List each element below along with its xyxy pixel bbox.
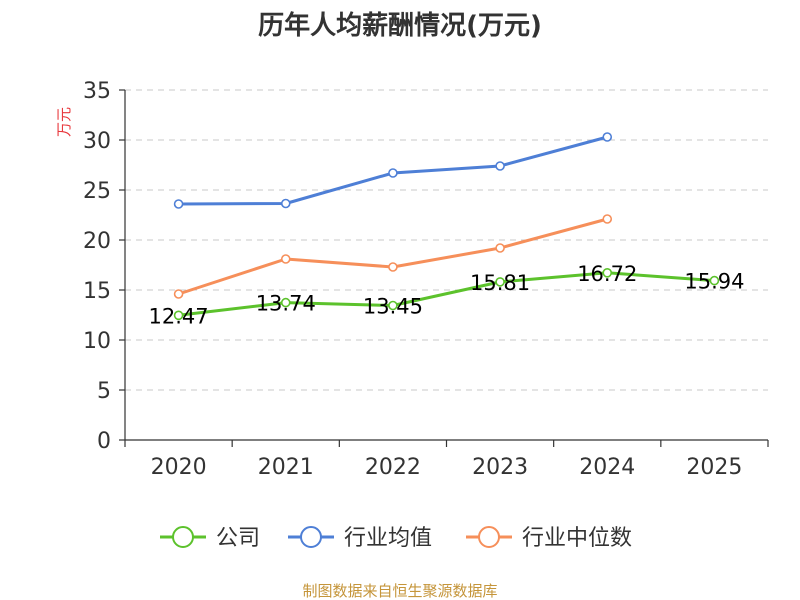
series-point (602, 214, 613, 224)
legend-label: 行业中位数 (522, 526, 632, 551)
series-point (173, 310, 184, 321)
y-tick-label: 15 (83, 279, 111, 304)
x-tick-label: 2021 (258, 455, 314, 480)
series-point (388, 168, 398, 178)
series-1 (173, 132, 613, 209)
legend-marker (478, 526, 500, 548)
series-0 (173, 267, 720, 321)
legend-item: 行业中位数 (466, 526, 632, 551)
data-label: 16.72 (577, 262, 637, 286)
legend: 公司 行业均值 行业中位数 (160, 526, 632, 551)
legend-item: 公司 (160, 526, 260, 551)
series-point (602, 132, 613, 142)
series-point (495, 243, 505, 253)
series-point (495, 277, 505, 287)
y-tick-label: 0 (97, 429, 111, 454)
x-tick-label: 2020 (151, 455, 207, 480)
series-point (495, 161, 505, 171)
data-label: 12.47 (149, 304, 209, 328)
series-layer (173, 132, 720, 321)
legend-label: 行业均值 (344, 526, 432, 551)
y-tick-label: 35 (83, 79, 111, 104)
x-tick-label: 2022 (365, 455, 421, 480)
series-point (709, 275, 720, 286)
series-point (388, 300, 398, 311)
series-point (280, 198, 291, 209)
data-label: 13.45 (363, 295, 423, 319)
series-point (173, 289, 184, 299)
x-tick-label: 2024 (579, 455, 635, 480)
source-note: 制图数据来自恒生聚源数据库 (302, 582, 497, 600)
series-point (173, 199, 184, 209)
x-tick-label: 2025 (686, 455, 742, 480)
series-line (178, 271, 715, 317)
series-point (388, 262, 398, 272)
data-label: 15.94 (684, 270, 744, 294)
y-tick-label: 10 (83, 329, 111, 354)
y-tick-label: 30 (83, 129, 111, 154)
legend-marker (172, 526, 194, 548)
series-line (178, 217, 608, 296)
data-label: 13.74 (256, 292, 316, 316)
chart-title: 历年人均薪酬情况(万元) (258, 10, 542, 41)
y-axis-unit-label: 万元 (55, 107, 73, 137)
series-point (280, 254, 291, 264)
legend-item: 行业均值 (288, 526, 432, 551)
legend-label: 公司 (216, 526, 260, 551)
series-point (602, 267, 613, 278)
series-2 (173, 214, 613, 299)
legend-marker (300, 526, 322, 548)
y-tick-label: 5 (97, 379, 111, 404)
data-label: 15.81 (470, 271, 530, 295)
y-tick-label: 20 (83, 229, 111, 254)
x-tick-label: 2023 (472, 455, 528, 480)
y-tick-label: 25 (83, 179, 111, 204)
grid-lines (125, 89, 768, 391)
series-point (280, 297, 291, 308)
data-labels: 12.47 13.74 13.45 15.81 16.72 15.94 (149, 262, 745, 329)
